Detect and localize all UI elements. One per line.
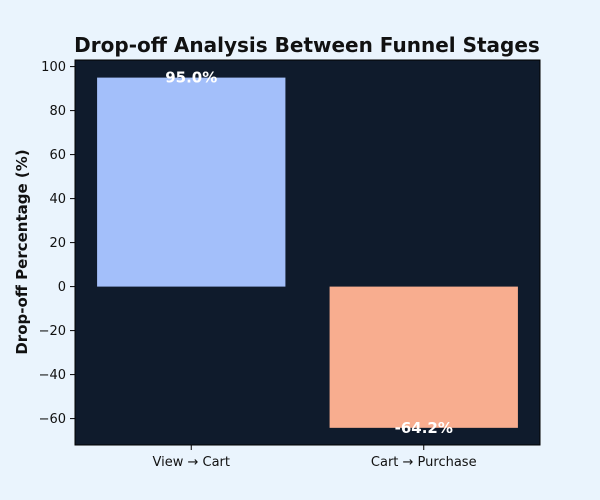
value-labels-layer: 95.0% -64.2% [165, 69, 453, 437]
bars-layer [97, 77, 518, 428]
y-tick-label-1: 100 [41, 60, 66, 75]
y-tick-label-3: 60 [49, 148, 66, 163]
x-axis: View → Cart Cart → Purchase [153, 445, 477, 470]
y-tick-label-4: 40 [49, 192, 66, 207]
chart-title: Drop-off Analysis Between Funnel Stages [74, 33, 540, 57]
value-label-2: -64.2% [395, 419, 453, 437]
y-tick-label-2: 80 [49, 104, 66, 119]
value-label-1: 95.0% [165, 69, 217, 87]
x-tick-label-2: Cart → Purchase [371, 455, 477, 470]
y-tick-label-6: 0 [58, 280, 66, 295]
y-axis: 100 80 60 40 20 0 −20 −40 −60 [39, 60, 75, 427]
y-tick-label-9: −60 [39, 412, 66, 427]
y-tick-label-5: 20 [49, 236, 66, 251]
bar-2 [329, 286, 518, 428]
y-tick-label-7: −20 [39, 324, 66, 339]
y-axis-label: Drop-off Percentage (%) [13, 149, 31, 354]
bar-1 [97, 77, 286, 287]
y-tick-label-8: −40 [39, 368, 66, 383]
x-tick-label-1: View → Cart [153, 455, 231, 470]
